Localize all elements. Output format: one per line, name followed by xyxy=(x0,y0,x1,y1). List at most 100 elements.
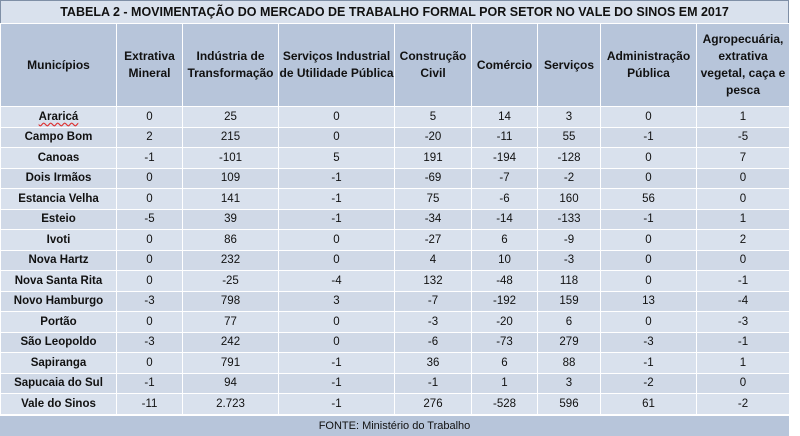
value-cell: 88 xyxy=(537,352,601,374)
value-cell: 0 xyxy=(600,311,697,333)
value-cell: 6 xyxy=(471,229,538,251)
value-cell: -1 xyxy=(116,372,183,394)
value-cell: -3 xyxy=(116,331,183,353)
value-cell: -2 xyxy=(696,393,790,415)
value-cell: -1 xyxy=(600,352,697,374)
value-cell: -2 xyxy=(600,372,697,394)
spellcheck-underlined-text: Araricá xyxy=(38,110,79,123)
header-cell: Construção Civil xyxy=(394,23,472,107)
value-cell: -5 xyxy=(696,126,790,148)
value-cell: -7 xyxy=(471,167,538,189)
header-cell: Serviços xyxy=(537,23,601,107)
value-cell: 0 xyxy=(696,188,790,210)
table-body: Araricá 0 25 0 5 14 3 0 1 Campo Bom 2 215 0 -20 -11 55-… xyxy=(0,106,790,415)
value-cell: 0 xyxy=(116,270,183,292)
table-row: Nova Santa Rita 0 -25 -4 132 -48 118 0 -1 xyxy=(0,270,790,292)
value-cell: 5 xyxy=(394,106,472,128)
value-cell: 141 xyxy=(182,188,279,210)
value-cell: 55 xyxy=(537,126,601,148)
value-cell: 0 xyxy=(116,352,183,374)
value-cell: 0 xyxy=(696,249,790,271)
table-row: Dois Irmãos 0 109 -1 -69 -7 -2 0 0 xyxy=(0,167,790,189)
value-cell: -1 xyxy=(696,331,790,353)
value-cell: 2 xyxy=(696,229,790,251)
value-cell: -20 xyxy=(471,311,538,333)
table-source-footer: FONTE: Ministério do Trabalho xyxy=(0,416,789,436)
value-cell: 596 xyxy=(537,393,601,415)
value-cell: 0 xyxy=(600,229,697,251)
value-cell: 0 xyxy=(278,311,395,333)
value-cell: 0 xyxy=(696,372,790,394)
value-cell: -3 xyxy=(696,311,790,333)
value-cell: 39 xyxy=(182,208,279,230)
value-cell: -7 xyxy=(394,290,472,312)
header-cell: Serviços Industrial de Utilidade Pública xyxy=(278,23,395,107)
value-cell: 2.723 xyxy=(182,393,279,415)
value-cell: -2 xyxy=(537,167,601,189)
value-cell: -1 xyxy=(278,188,395,210)
value-cell: -3 xyxy=(394,311,472,333)
value-cell: -4 xyxy=(696,290,790,312)
municipality-cell: Campo Bom xyxy=(0,126,117,148)
value-cell: 1 xyxy=(696,352,790,374)
municipality-cell: Estancia Velha xyxy=(0,188,117,210)
table-row: Esteio -5 39 -1 -34 -14 -133 -1 1 xyxy=(0,208,790,230)
value-cell: 0 xyxy=(278,126,395,148)
municipality-cell: Nova Santa Rita xyxy=(0,270,117,292)
header-cell: Indústria de Transformação xyxy=(182,23,279,107)
table-row: Canoas -1 -101 5 191 -194 -128 0 7 xyxy=(0,147,790,169)
value-cell: 86 xyxy=(182,229,279,251)
value-cell: -9 xyxy=(537,229,601,251)
value-cell: 109 xyxy=(182,167,279,189)
value-cell: -1 xyxy=(278,167,395,189)
table-row: Campo Bom 2 215 0 -20 -11 55 -1 -5 xyxy=(0,126,790,148)
value-cell: 0 xyxy=(600,167,697,189)
table-row: Nova Hartz 0 232 0 4 10 -3 0 0 xyxy=(0,249,790,271)
table-row: Sapucaia do Sul -1 94 -1 -1 1 3 -2 0 xyxy=(0,372,790,394)
value-cell: -48 xyxy=(471,270,538,292)
value-cell: -1 xyxy=(116,147,183,169)
value-cell: 5 xyxy=(278,147,395,169)
value-cell: -133 xyxy=(537,208,601,230)
header-cell: Municípios xyxy=(0,23,117,107)
value-cell: -3 xyxy=(116,290,183,312)
value-cell: 0 xyxy=(600,106,697,128)
value-cell: 3 xyxy=(537,106,601,128)
value-cell: 242 xyxy=(182,331,279,353)
value-cell: 13 xyxy=(600,290,697,312)
table-row: Estancia Velha 0 141 -1 75 -6 160 56 0 xyxy=(0,188,790,210)
value-cell: -3 xyxy=(537,249,601,271)
municipality-cell: Novo Hamburgo xyxy=(0,290,117,312)
value-cell: -6 xyxy=(471,188,538,210)
municipality-cell: Dois Irmãos xyxy=(0,167,117,189)
value-cell: 77 xyxy=(182,311,279,333)
value-cell: 6 xyxy=(537,311,601,333)
value-cell: -1 xyxy=(278,393,395,415)
municipality-cell: Nova Hartz xyxy=(0,249,117,271)
value-cell: -27 xyxy=(394,229,472,251)
value-cell: 132 xyxy=(394,270,472,292)
municipality-cell: Sapiranga xyxy=(0,352,117,374)
value-cell: 6 xyxy=(471,352,538,374)
value-cell: -5 xyxy=(116,208,183,230)
value-cell: 3 xyxy=(537,372,601,394)
value-cell: 791 xyxy=(182,352,279,374)
value-cell: 0 xyxy=(116,188,183,210)
value-cell: -73 xyxy=(471,331,538,353)
municipality-cell: Araricá xyxy=(0,106,117,128)
value-cell: -34 xyxy=(394,208,472,230)
value-cell: 10 xyxy=(471,249,538,271)
table-row: Novo Hamburgo -3 798 3 -7 -192 159 13 -4 xyxy=(0,290,790,312)
value-cell: -1 xyxy=(278,208,395,230)
value-cell: -1 xyxy=(600,126,697,148)
value-cell: 56 xyxy=(600,188,697,210)
value-cell: 0 xyxy=(278,229,395,251)
value-cell: 191 xyxy=(394,147,472,169)
value-cell: -4 xyxy=(278,270,395,292)
value-cell: -194 xyxy=(471,147,538,169)
value-cell: -6 xyxy=(394,331,472,353)
municipality-cell: Vale do Sinos xyxy=(0,393,117,415)
value-cell: 0 xyxy=(116,167,183,189)
table-row: Portão 0 77 0 -3 -20 6 0 -3 xyxy=(0,311,790,333)
